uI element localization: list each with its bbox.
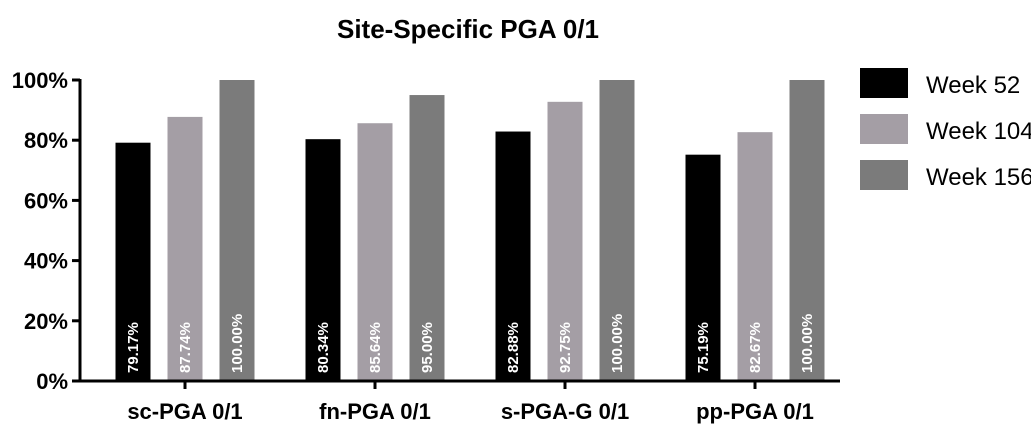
bar-data-label: 95.00% <box>419 322 436 373</box>
x-axis: sc-PGA 0/1 fn-PGA 0/1 s-PGA-G 0/1 pp-PGA 0/… <box>79 379 840 424</box>
bar <box>167 116 203 382</box>
bar-data-label: 85.64% <box>367 322 384 373</box>
legend-label: Week 52 <box>926 72 1020 99</box>
y-tick-label: 0% <box>36 369 68 394</box>
x-category-label: pp-PGA 0/1 <box>696 399 814 424</box>
x-category-label: fn-PGA 0/1 <box>319 399 431 424</box>
bar <box>495 131 531 381</box>
bar-data-label: 79.17% <box>125 322 142 373</box>
bar-data-label: 92.75% <box>557 322 574 373</box>
bar <box>115 142 151 381</box>
bar <box>219 80 255 381</box>
bar-data-label: 75.19% <box>695 322 712 373</box>
bar <box>685 154 721 381</box>
legend: Week 52 Week 104 Week 156 <box>860 68 1031 191</box>
x-category-label: sc-PGA 0/1 <box>127 399 242 424</box>
legend-label: Week 156 <box>926 164 1031 191</box>
legend-swatch <box>860 68 908 98</box>
bar-data-label: 80.34% <box>315 322 332 373</box>
bar <box>409 95 445 382</box>
y-tick-label: 20% <box>24 309 68 334</box>
bar <box>789 80 825 381</box>
bar <box>737 132 773 381</box>
bar <box>305 139 341 381</box>
legend-swatch <box>860 160 908 190</box>
bar-data-label: 82.88% <box>505 322 522 373</box>
legend-swatch <box>860 114 908 144</box>
y-tick-label: 80% <box>24 128 68 153</box>
y-tick-label: 100% <box>12 68 68 93</box>
bar-data-label: 100.00% <box>229 314 246 373</box>
bar-data-label: 87.74% <box>177 322 194 373</box>
bar-data-label: 100.00% <box>799 314 816 373</box>
y-tick-label: 40% <box>24 249 68 274</box>
bars-group: 79.17% 87.74% 100.00% 80.34% 85.64% 95.00% 82.… <box>115 80 825 382</box>
chart-title: Site-Specific PGA 0/1 <box>337 14 599 44</box>
y-axis: 0% 20% 40% 60% 80% 100% <box>12 68 82 394</box>
bar <box>599 80 635 381</box>
bar <box>357 123 393 381</box>
legend-label: Week 104 <box>926 118 1031 145</box>
x-category-label: s-PGA-G 0/1 <box>501 399 629 424</box>
y-tick-label: 60% <box>24 188 68 213</box>
bar-data-label: 82.67% <box>747 322 764 373</box>
bar-data-label: 100.00% <box>609 314 626 373</box>
bar <box>547 101 583 381</box>
